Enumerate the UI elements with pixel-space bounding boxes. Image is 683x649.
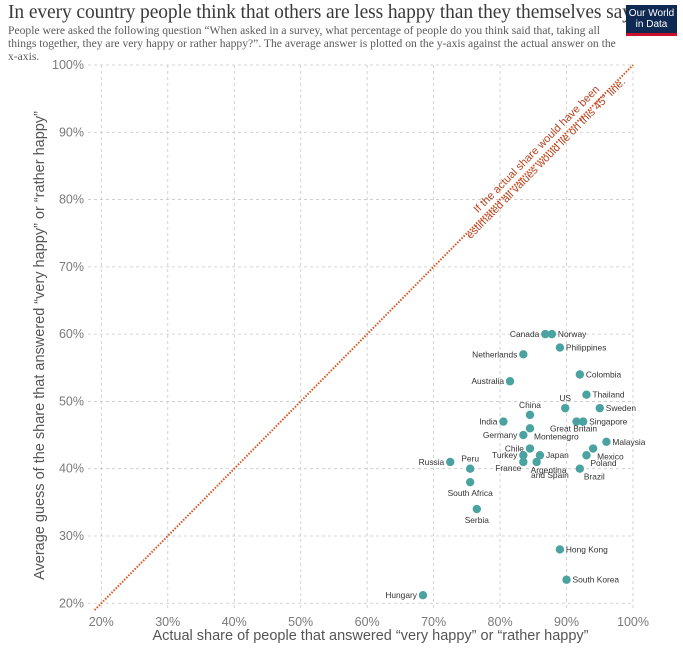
point-label: Brazil (584, 472, 605, 482)
y-tick-label: 100% (52, 58, 84, 72)
point-label: Malaysia (612, 437, 645, 447)
data-point (465, 464, 475, 473)
data-point (562, 575, 571, 584)
point-label: Australia (471, 376, 504, 386)
point-label: US (559, 393, 571, 403)
x-tick-label: 20% (89, 615, 114, 629)
x-tick-label: 80% (488, 615, 513, 629)
point-label: Russia (419, 457, 445, 467)
diagonal-annotation-line-2: estimated all values would lie on this 4… (464, 76, 628, 242)
point-label: Colombia (586, 370, 622, 380)
data-point (578, 417, 588, 426)
data-point (525, 444, 535, 453)
data-point (519, 430, 528, 440)
data-point (575, 464, 585, 473)
point-label: France (495, 463, 521, 473)
y-tick-label: 30% (59, 529, 84, 543)
point-label: Poland (590, 458, 616, 468)
data-point (505, 377, 515, 386)
point-label: Montenegro (534, 431, 579, 441)
point-label: and Spain (531, 470, 569, 480)
point-label: Netherlands (472, 349, 517, 359)
data-point (582, 451, 591, 460)
point-label: China (519, 400, 541, 410)
chart-subtitle: People were asked the following question… (8, 24, 616, 63)
data-point (602, 437, 611, 446)
data-point (472, 504, 482, 514)
y-tick-label: 90% (59, 125, 84, 139)
point-label: Philippines (566, 343, 607, 353)
point-label: Germany (483, 430, 518, 440)
data-point (418, 590, 428, 600)
y-tick-label: 70% (59, 260, 84, 274)
point-label: Canada (510, 329, 540, 339)
x-tick-label: 50% (288, 615, 313, 629)
point-label: Peru (461, 454, 479, 464)
data-point (561, 403, 570, 413)
data-point (465, 477, 475, 487)
point-label: Sweden (606, 403, 637, 413)
data-points: Hungary Serbia South Africa Russia Peru Hong … (385, 329, 645, 600)
x-tick-label: 100% (617, 615, 649, 629)
y-tick-label: 50% (59, 394, 84, 408)
data-point (547, 329, 557, 339)
data-point (535, 451, 545, 460)
logo-line-2: in Data (635, 19, 668, 30)
grid-lines (88, 64, 634, 610)
point-label: Argentina (531, 465, 567, 475)
data-point (541, 329, 550, 339)
data-point (519, 457, 528, 467)
point-label: Singapore (589, 417, 628, 427)
data-point (532, 457, 541, 467)
data-point (555, 545, 565, 554)
data-point (572, 417, 581, 426)
data-point (582, 390, 591, 399)
data-point (519, 451, 528, 460)
point-label: Serbia (465, 515, 490, 525)
point-label: Norway (558, 329, 587, 339)
data-point (595, 403, 604, 413)
y-tick-label: 60% (59, 327, 84, 341)
point-label: Japan (546, 450, 569, 460)
data-point (575, 370, 585, 379)
point-label: Turkey (492, 450, 518, 460)
point-label: Thailand (592, 390, 624, 400)
data-point (555, 343, 565, 352)
x-tick-label: 40% (222, 615, 247, 629)
data-point (446, 457, 455, 467)
point-label: India (479, 417, 498, 427)
data-point (525, 424, 535, 433)
data-point (519, 350, 528, 359)
diagonal-annotation-line-1: If the actual share would have been (472, 84, 603, 216)
y-tick-label: 20% (59, 596, 84, 610)
data-point (525, 410, 535, 420)
data-point (499, 417, 508, 426)
point-label: Hong Kong (566, 544, 608, 554)
x-axis-ticks: 20% 30% 40% 50% 60% 70% 80% 90% 100% (89, 615, 649, 629)
x-tick-label: 70% (421, 615, 446, 629)
owid-logo[interactable]: Our World in Data (626, 5, 677, 36)
point-label: South Africa (448, 488, 494, 498)
x-tick-label: 90% (554, 615, 579, 629)
data-point (588, 444, 598, 453)
y-tick-label: 80% (59, 193, 84, 207)
x-tick-label: 60% (355, 615, 380, 629)
logo-line-1: Our World (628, 8, 675, 19)
point-label: Mexico (597, 452, 624, 462)
point-label: Chile (505, 444, 524, 454)
x-axis-title: Actual share of people that answered “ve… (152, 628, 588, 644)
point-label: South Korea (573, 575, 620, 585)
x-tick-label: 30% (155, 615, 180, 629)
chart-title: In every country people think that other… (8, 2, 632, 23)
point-label: Great Britain (550, 424, 597, 434)
point-label: Hungary (385, 590, 417, 600)
y-axis-title: Average guess of the share that answered… (32, 111, 48, 580)
y-tick-label: 40% (59, 462, 84, 476)
y-axis-ticks: 20% 30% 40% 50% 60% 70% 80% 90% 100% (52, 58, 84, 610)
